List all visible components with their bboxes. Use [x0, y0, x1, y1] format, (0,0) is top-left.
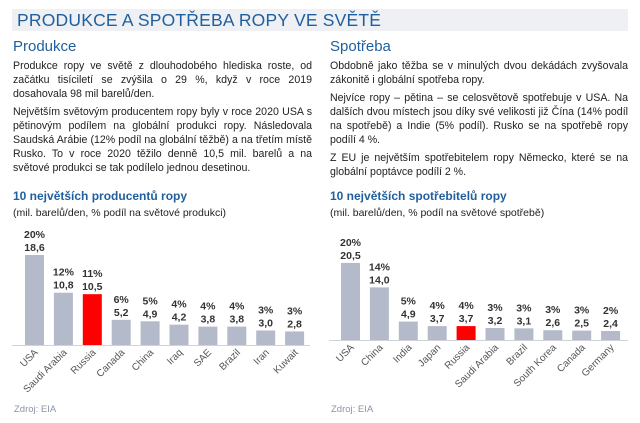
bar-canada — [572, 330, 592, 340]
bar-saudi-arabia — [485, 327, 505, 340]
bar-russia — [456, 326, 476, 340]
value-label: 3,8 — [229, 314, 244, 326]
bar-india — [398, 321, 418, 340]
production-heading: Produkce — [13, 38, 77, 55]
share-label: 12% — [53, 267, 75, 279]
share-label: 5% — [143, 295, 159, 307]
title-bar: PRODUKCE A SPOTŘEBA ROPY VE SVĚTĚ — [12, 9, 628, 31]
bar-iraq — [169, 324, 189, 345]
value-label: 2,6 — [545, 317, 560, 329]
value-label: 4,2 — [172, 312, 187, 324]
consumption-source: Zdroj: EIA — [331, 404, 374, 415]
bar-south-korea — [543, 330, 563, 340]
bar-japan — [427, 326, 447, 340]
category-label: China — [359, 342, 386, 369]
category-label: USA — [334, 342, 357, 365]
bar-china — [369, 287, 389, 340]
share-label: 5% — [401, 296, 417, 308]
value-label: 10,5 — [82, 281, 103, 293]
category-label: USA — [18, 347, 41, 370]
value-label: 3,2 — [488, 315, 503, 327]
share-label: 11% — [82, 268, 103, 280]
value-label: 14,0 — [369, 274, 390, 286]
value-label: 18,6 — [24, 242, 45, 254]
share-label: 3% — [574, 305, 590, 317]
share-label: 4% — [459, 300, 475, 312]
value-label: 10,8 — [53, 280, 74, 292]
consumption-chart-subtitle: (mil. barelů/den, % podíl na světové spo… — [330, 207, 545, 219]
share-label: 4% — [229, 301, 245, 313]
page-title: PRODUKCE A SPOTŘEBA ROPY VE SVĚTĚ — [17, 10, 382, 30]
production-chart-subtitle: (mil. barelů/den, % podíl na světové pro… — [13, 207, 227, 219]
share-label: 3% — [516, 302, 532, 314]
bar-brazil — [514, 328, 534, 340]
bar-usa — [341, 262, 360, 340]
share-label: 20% — [340, 237, 362, 249]
value-label: 3,7 — [459, 313, 474, 325]
share-label: 14% — [369, 261, 391, 273]
value-label: 2,4 — [603, 318, 618, 330]
bar-iran — [256, 330, 276, 345]
production-section: Produkce Produkce ropy ve světě z dlouho… — [13, 38, 312, 179]
bar-brazil — [227, 326, 247, 345]
value-label: 3,1 — [517, 315, 532, 327]
consumption-heading: Spotřeba — [330, 38, 391, 55]
bar-kuwait — [285, 331, 305, 345]
consumption-chart: 20%20,5USA14%14,0China5%4,9India4%3,7Jap… — [329, 237, 628, 390]
share-label: 4% — [200, 301, 216, 313]
category-label: Iraq — [165, 347, 185, 367]
production-chart-title: 10 největších producentů ropy — [13, 189, 188, 203]
value-label: 3,7 — [430, 313, 445, 325]
production-paragraph: Produkce ropy ve světě z dlouhodobého hl… — [13, 60, 312, 100]
consumption-paragraph: Z EU je největším spotřebitelem ropy Něm… — [330, 152, 628, 178]
value-label: 3,0 — [258, 317, 273, 329]
share-label: 4% — [430, 300, 446, 312]
share-label: 3% — [487, 302, 503, 314]
category-label: SAE — [192, 347, 214, 369]
category-label: Japan — [416, 342, 443, 369]
production-paragraph: Největším světovým producentem ropy byly… — [13, 106, 312, 174]
share-label: 4% — [171, 299, 187, 311]
category-label: Kuwait — [272, 347, 301, 376]
category-label: India — [391, 342, 414, 365]
value-label: 2,5 — [574, 318, 589, 330]
bar-saudi-arabia — [53, 292, 73, 345]
bar-canada — [111, 319, 131, 345]
bar-china — [140, 321, 160, 345]
bar-germany — [601, 330, 621, 340]
bar-usa — [25, 254, 44, 345]
production-source: Zdroj: EIA — [14, 404, 57, 415]
bar-sae — [198, 326, 218, 345]
value-label: 4,9 — [143, 308, 158, 320]
category-label: Iran — [252, 347, 272, 367]
share-label: 3% — [287, 305, 303, 317]
share-label: 2% — [603, 305, 619, 317]
category-label: China — [130, 347, 157, 374]
consumption-paragraph: Obdobně jako těžba se v minulých dvou de… — [330, 60, 628, 86]
value-label: 4,9 — [401, 309, 416, 321]
consumption-section: Spotřeba Obdobně jako těžba se v minulýc… — [330, 38, 628, 183]
share-label: 20% — [24, 229, 46, 241]
consumption-paragraph: Nejvíce ropy – pětina – se celosvětově s… — [330, 92, 628, 146]
value-label: 20,5 — [340, 250, 361, 262]
category-label: Brazil — [217, 347, 242, 372]
value-label: 2,8 — [287, 318, 302, 330]
share-label: 3% — [258, 304, 274, 316]
value-label: 3,8 — [201, 314, 216, 326]
consumption-chart-title: 10 největších spotřebitelů ropy — [330, 189, 507, 203]
share-label: 3% — [545, 304, 561, 316]
category-label: Brazil — [505, 342, 530, 367]
bar-russia — [82, 294, 102, 345]
share-label: 6% — [114, 294, 130, 306]
value-label: 5,2 — [114, 307, 129, 319]
category-label: Canada — [95, 347, 128, 380]
